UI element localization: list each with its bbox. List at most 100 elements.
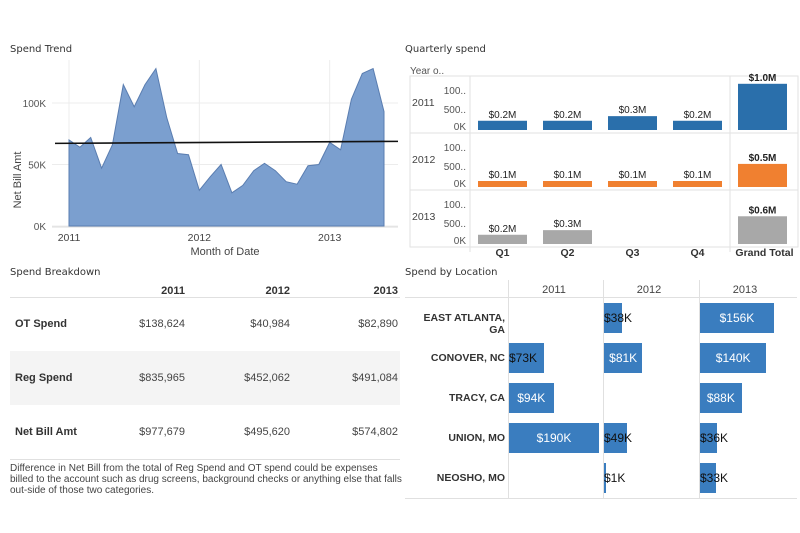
location-bar — [700, 383, 742, 413]
trend-x-tick: 2012 — [188, 232, 212, 244]
quarterly-bar-label: $0.6M — [749, 205, 777, 216]
location-bar-label: $1K — [604, 471, 626, 485]
quarterly-row-header: Year o.. — [410, 66, 444, 77]
quarterly-y-tick: 500.. — [444, 105, 466, 116]
trend-x-tick: 2011 — [58, 232, 81, 244]
quarterly-bar-label: $0.1M — [684, 170, 712, 181]
location-year-header: 2013 — [732, 284, 758, 296]
location-column-divider — [603, 280, 604, 498]
quarterly-column-label: Q4 — [690, 247, 704, 259]
breakdown-cell: $138,624 — [139, 318, 185, 330]
quarterly-bar — [738, 83, 787, 130]
location-bar-label: $156K — [719, 311, 755, 325]
breakdown-header-divider — [10, 297, 400, 298]
location-bar-label: $49K — [604, 431, 633, 445]
trend-xlabel: Month of Date — [190, 246, 259, 258]
breakdown-row-label: Net Bill Amt — [15, 426, 77, 438]
breakdown-cell: $495,620 — [244, 426, 290, 438]
breakdown-note: Difference in Net Bill from the total of… — [10, 463, 402, 496]
location-bar-label: $33K — [700, 471, 729, 485]
quarterly-bar-label: $0.2M — [684, 110, 712, 121]
quarterly-bar — [738, 216, 787, 244]
trend-area — [68, 67, 385, 227]
breakdown-row-label: Reg Spend — [15, 372, 73, 384]
trend-x-tick: 2013 — [318, 232, 342, 244]
spend-trend-title: Spend Trend — [10, 44, 73, 55]
quarterly-bar — [608, 116, 657, 130]
location-bar — [604, 423, 628, 453]
location-bar — [700, 463, 716, 493]
quarterly-y-tick: 100.. — [444, 86, 466, 97]
location-column-divider — [508, 280, 509, 498]
quarterly-year-label: 2011 — [412, 97, 435, 109]
quarterly-column-label: Q3 — [625, 247, 639, 259]
quarterly-bar — [543, 181, 592, 187]
quarterly-bar-label: $0.3M — [619, 105, 647, 116]
breakdown-row-label: OT Spend — [15, 318, 67, 330]
breakdown-cell: $574,802 — [352, 426, 398, 438]
location-bar — [604, 463, 606, 493]
breakdown-row: Reg Spend $835,965 $452,062 $491,084 — [10, 351, 400, 405]
quarterly-column-label: Q1 — [495, 247, 509, 259]
spend-by-location-title: Spend by Location — [405, 267, 498, 278]
quarterly-spend-title: Quarterly spend — [405, 44, 486, 55]
location-bar — [604, 303, 622, 333]
location-bar — [700, 423, 718, 453]
location-label: EAST ATLANTA, GA — [423, 312, 505, 336]
trend-ylabel: Net Bill Amt — [12, 152, 24, 209]
location-bar-label: $73K — [509, 351, 538, 365]
trend-y-tick: 50K — [28, 161, 46, 172]
location-year-header: 2012 — [636, 284, 662, 296]
quarterly-y-tick: 0K — [454, 236, 467, 247]
quarterly-bar-label: $0.5M — [749, 153, 777, 164]
quarterly-bar — [478, 234, 527, 244]
location-bar-label: $140K — [715, 351, 751, 365]
location-year-header: 2011 — [542, 284, 566, 296]
location-label: CONOVER, NC — [430, 352, 505, 364]
quarterly-bar-label: $0.3M — [554, 219, 582, 230]
location-label: TRACY, CA — [448, 392, 505, 404]
quarterly-bar — [543, 120, 592, 130]
location-bar-label: $36K — [700, 431, 729, 445]
quarterly-bar-label: $1.0M — [749, 73, 777, 84]
location-bar — [509, 423, 599, 453]
quarterly-y-tick: 500.. — [444, 162, 466, 173]
spend-trend-chart: Net Bill Amt Month of Date 0K 50K 100K 2011… — [12, 60, 399, 258]
breakdown-cell: $82,890 — [358, 318, 398, 330]
quarterly-bar — [478, 181, 527, 187]
breakdown-cell: $491,084 — [352, 372, 398, 384]
quarterly-bar — [608, 181, 657, 187]
quarterly-bar-label: $0.2M — [554, 110, 582, 121]
quarterly-bar-label: $0.1M — [489, 170, 517, 181]
trend-reference-line — [54, 140, 399, 145]
quarterly-bar — [478, 120, 527, 130]
location-bar-label: $88K — [706, 391, 735, 405]
quarterly-bar-label: $0.1M — [554, 170, 582, 181]
quarterly-bar-label: $0.1M — [619, 170, 647, 181]
breakdown-column-header: 2011 — [161, 285, 185, 297]
quarterly-year-label: 2012 — [412, 154, 436, 166]
quarterly-bar — [543, 230, 592, 244]
quarterly-y-tick: 0K — [454, 179, 467, 190]
quarterly-bar — [673, 181, 722, 187]
quarterly-bar-label: $0.2M — [489, 110, 517, 121]
trend-y-tick: 100K — [23, 99, 47, 110]
quarterly-column-label: Q2 — [560, 247, 574, 259]
quarterly-y-tick: 0K — [454, 122, 467, 133]
location-bar — [509, 383, 554, 413]
breakdown-row: OT Spend $138,624 $40,984 $82,890 — [10, 297, 400, 351]
location-bar — [700, 343, 767, 373]
quarterly-bar-label: $0.2M — [489, 224, 517, 235]
breakdown-column-header: 2013 — [373, 285, 398, 297]
breakdown-cell: $40,984 — [250, 318, 290, 330]
location-bar — [509, 343, 544, 373]
location-bar-label: $81K — [609, 351, 638, 365]
breakdown-cell: $977,679 — [139, 426, 185, 438]
trend-y-tick: 0K — [34, 222, 47, 233]
location-bar — [604, 343, 643, 373]
breakdown-cell: $835,965 — [139, 372, 185, 384]
quarterly-bar — [738, 163, 787, 187]
location-bar — [700, 303, 774, 333]
quarterly-y-tick: 100.. — [444, 143, 466, 154]
breakdown-row: Net Bill Amt $977,679 $495,620 $574,802 — [10, 405, 400, 459]
